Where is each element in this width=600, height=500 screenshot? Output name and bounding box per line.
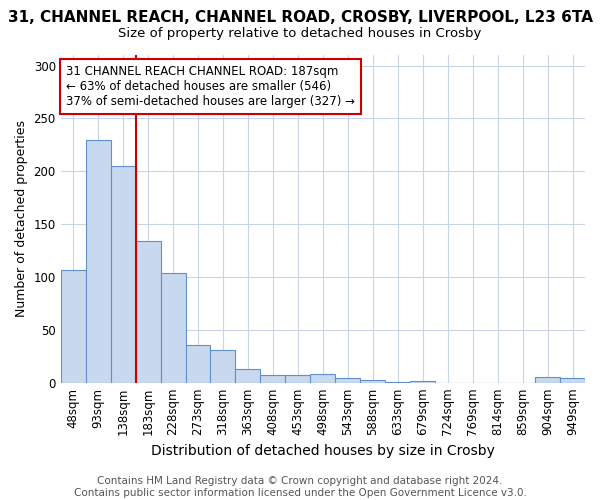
Bar — [110, 166, 136, 382]
Text: 31 CHANNEL REACH CHANNEL ROAD: 187sqm
← 63% of detached houses are smaller (546): 31 CHANNEL REACH CHANNEL ROAD: 187sqm ← … — [66, 65, 355, 108]
Bar — [136, 241, 161, 382]
Bar — [335, 378, 360, 382]
Bar — [161, 272, 185, 382]
Bar — [211, 350, 235, 382]
Y-axis label: Number of detached properties: Number of detached properties — [15, 120, 28, 318]
Text: Contains HM Land Registry data © Crown copyright and database right 2024.
Contai: Contains HM Land Registry data © Crown c… — [74, 476, 526, 498]
Bar — [260, 376, 286, 382]
Bar — [410, 380, 435, 382]
Bar — [86, 140, 110, 382]
Bar — [535, 378, 560, 382]
Text: Size of property relative to detached houses in Crosby: Size of property relative to detached ho… — [118, 28, 482, 40]
Bar — [310, 374, 335, 382]
Bar — [61, 270, 86, 382]
Text: 31, CHANNEL REACH, CHANNEL ROAD, CROSBY, LIVERPOOL, L23 6TA: 31, CHANNEL REACH, CHANNEL ROAD, CROSBY,… — [7, 10, 593, 25]
Bar — [560, 378, 585, 382]
Bar — [185, 344, 211, 383]
Bar — [360, 380, 385, 382]
X-axis label: Distribution of detached houses by size in Crosby: Distribution of detached houses by size … — [151, 444, 495, 458]
Bar — [286, 376, 310, 382]
Bar — [235, 369, 260, 382]
